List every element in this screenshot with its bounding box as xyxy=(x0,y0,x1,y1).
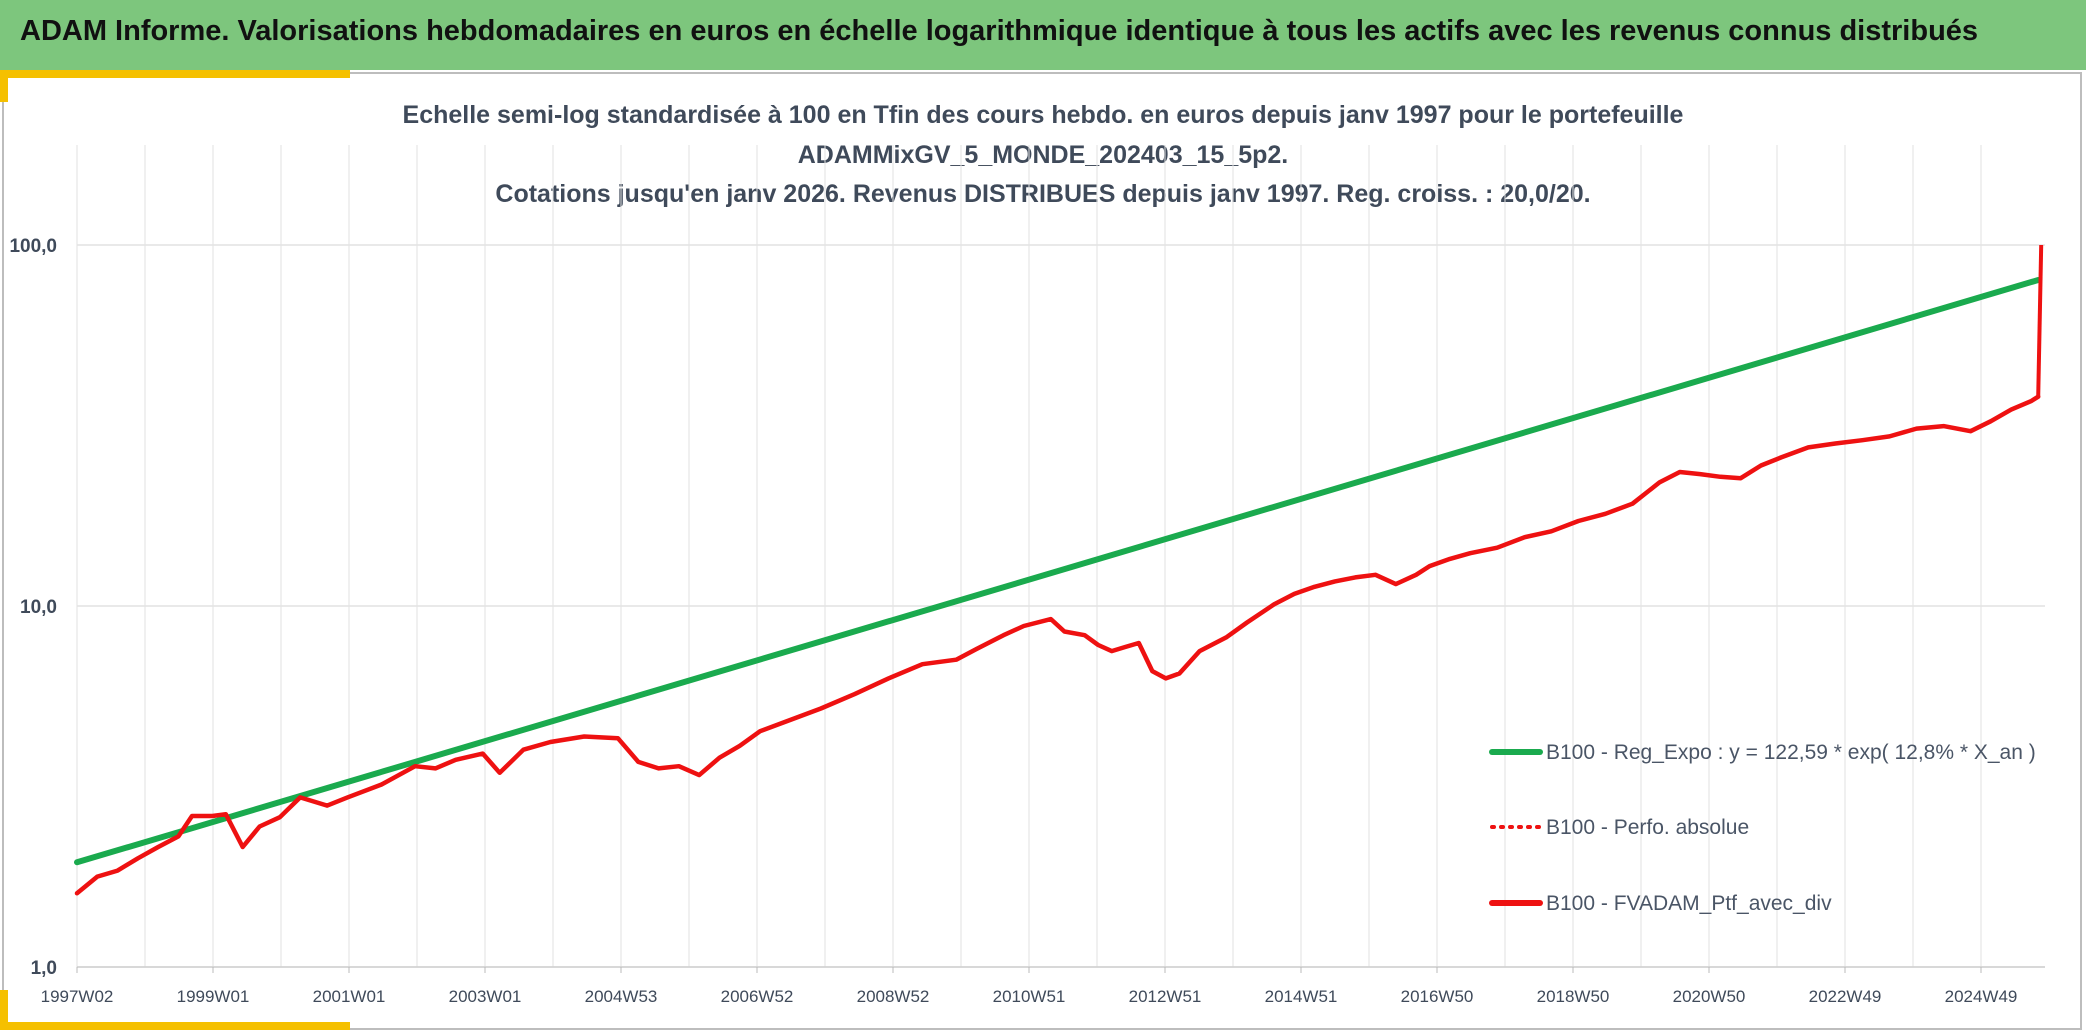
accent-bar-bottom-horizontal xyxy=(0,1022,350,1030)
x-tick-label: 2018W50 xyxy=(1537,987,1610,1006)
x-tick-label: 2012W51 xyxy=(1129,987,1202,1006)
chart-frame xyxy=(2,72,2082,1030)
x-tick-label: 1997W02 xyxy=(41,987,114,1006)
x-axis-ticks: 1997W02 1999W01 2001W01 2003W01 2004W53 2006W… xyxy=(41,987,2018,1006)
legend: B100 - Reg_Expo : y = 122,59 * exp( 12,8… xyxy=(1489,741,2036,915)
report-banner: ADAM Informe. Valorisations hebdomadaire… xyxy=(0,0,2086,70)
x-tick-label: 2001W01 xyxy=(313,987,386,1006)
y-tick-label: 100,0 xyxy=(9,236,57,257)
series-end-spike xyxy=(2036,244,2044,397)
x-tick-label: 2022W49 xyxy=(1809,987,1882,1006)
grid-lines xyxy=(76,145,2045,973)
x-tick-label: 2014W51 xyxy=(1265,987,1338,1006)
series-line-2 xyxy=(74,394,2041,896)
legend-label-1: B100 - Perfo. absolue xyxy=(1546,816,1749,839)
x-tick-label: 1999W01 xyxy=(177,987,250,1006)
x-tick-label: 2008W52 xyxy=(857,987,930,1006)
chart-title-line-1: Echelle semi-log standardisée à 100 en T… xyxy=(402,101,1684,129)
y-tick-label: 10,0 xyxy=(20,597,57,618)
report-title: ADAM Informe. Valorisations hebdomadaire… xyxy=(20,15,1979,47)
chart-title-line-2: ADAMMixGV_5_MONDE_202403_15_5p2. xyxy=(797,141,1289,169)
chart-title-line-3: Cotations jusqu'en janv 2026. Revenus DI… xyxy=(495,180,1591,208)
x-tick-label: 2010W51 xyxy=(993,987,1066,1006)
legend-label-0: B100 - Reg_Expo : y = 122,59 * exp( 12,8… xyxy=(1546,741,2036,764)
x-tick-label: 2016W50 xyxy=(1401,987,1474,1006)
x-tick-label: 2003W01 xyxy=(449,987,522,1006)
accent-bar-top-vertical xyxy=(0,70,8,102)
x-tick-label: 2020W50 xyxy=(1673,987,1746,1006)
x-tick-label: 2006W52 xyxy=(721,987,794,1006)
legend-label-2: B100 - FVADAM_Ptf_avec_div xyxy=(1546,892,1832,915)
x-tick-label: 2004W53 xyxy=(585,987,658,1006)
accent-bar-top-horizontal xyxy=(0,70,350,78)
series-line-0 xyxy=(74,277,2042,866)
accent-bar-bottom-vertical xyxy=(0,990,8,1030)
y-tick-label: 1,0 xyxy=(31,958,57,979)
x-tick-label: 2024W49 xyxy=(1945,987,2018,1006)
y-axis-ticks: 1,0 10,0 100,0 xyxy=(9,236,57,979)
series-lines xyxy=(74,244,2044,896)
